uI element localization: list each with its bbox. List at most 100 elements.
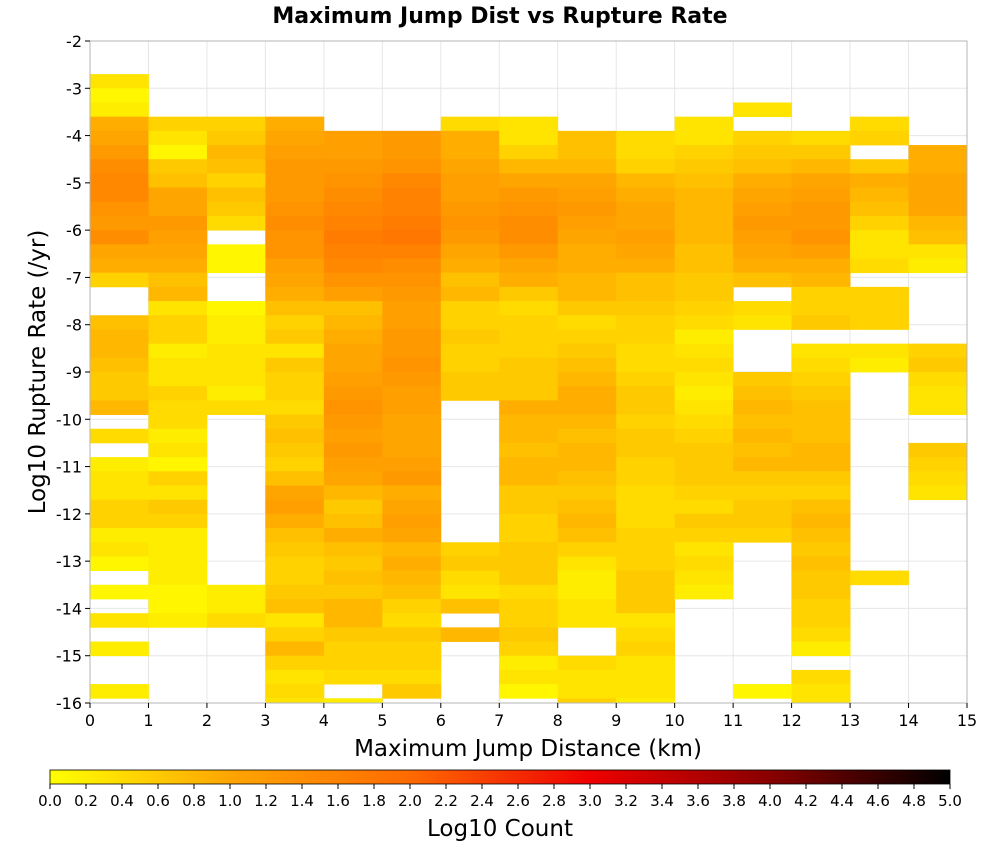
heatmap-cell xyxy=(148,159,208,174)
heatmap-cell xyxy=(674,315,734,330)
heatmap-cell xyxy=(616,286,676,302)
heatmap-cell xyxy=(616,244,676,259)
heatmap-cell xyxy=(265,286,325,302)
y-axis-ticks: -2 -3 -4 -5 -6 -7 -8 -9 -10 -11 -12 -13 -14 -15 -16 xyxy=(56,32,90,713)
heatmap-cell xyxy=(382,457,442,472)
heatmap-cell xyxy=(265,513,325,529)
colorbar-tick-label: 4.2 xyxy=(794,792,818,810)
heatmap-cell xyxy=(148,457,208,472)
heatmap-cell xyxy=(90,386,149,401)
heatmap-cell xyxy=(382,343,442,359)
heatmap-cell xyxy=(557,315,617,330)
heatmap-cell xyxy=(90,471,149,486)
heatmap-cell xyxy=(674,400,734,415)
heatmap-cell xyxy=(557,173,617,188)
heatmap-cell xyxy=(733,442,792,458)
heatmap-cell xyxy=(557,570,617,586)
heatmap-cell xyxy=(90,528,149,543)
heatmap-cell xyxy=(557,655,617,671)
heatmap-cell xyxy=(499,230,559,245)
colorbar-tick-label: 0.2 xyxy=(74,792,98,810)
heatmap-cell xyxy=(323,457,383,472)
colorbar-tick-label: 1.8 xyxy=(362,792,386,810)
heatmap-cell xyxy=(674,570,734,586)
x-tick-label: 12 xyxy=(781,711,801,730)
chart-title: Maximum Jump Dist vs Rupture Rate xyxy=(272,4,727,29)
colorbar-tick-label: 4.8 xyxy=(902,792,926,810)
heatmap-cell xyxy=(90,201,149,217)
heatmap-cell xyxy=(90,343,149,359)
heatmap-cell xyxy=(908,357,968,373)
heatmap-cell xyxy=(265,116,325,132)
heatmap-cell xyxy=(850,215,909,231)
heatmap-cell xyxy=(499,499,559,515)
colorbar-tick-label: 4.0 xyxy=(758,792,782,810)
heatmap-cell xyxy=(557,542,617,557)
heatmap-cell xyxy=(90,258,149,274)
heatmap-cell xyxy=(791,315,851,330)
heatmap-cell xyxy=(148,187,208,203)
heatmap-cell xyxy=(499,457,559,472)
heatmap-cell xyxy=(206,584,266,600)
heatmap-cell xyxy=(382,173,442,188)
heatmap-cell xyxy=(791,584,851,600)
heatmap-cell xyxy=(499,542,559,557)
y-tick-label: -16 xyxy=(56,694,82,713)
heatmap-cell xyxy=(499,400,559,415)
heatmap-cell xyxy=(265,584,325,600)
heatmap-cell xyxy=(499,669,559,685)
heatmap-cell xyxy=(616,315,676,330)
heatmap-cell xyxy=(557,528,617,543)
heatmap-cell xyxy=(148,329,208,345)
heatmap-cell xyxy=(265,130,325,146)
heatmap-cell xyxy=(733,159,792,174)
heatmap-cell xyxy=(908,386,968,401)
heatmap-cell xyxy=(440,301,500,316)
heatmap-cell xyxy=(674,457,734,472)
heatmap-cell xyxy=(557,414,617,430)
heatmap-cell xyxy=(908,201,968,217)
heatmap-cell xyxy=(557,386,617,401)
heatmap-cell xyxy=(850,357,909,373)
heatmap-cell xyxy=(440,584,500,600)
heatmap-cell xyxy=(206,315,266,330)
heatmap-cell xyxy=(791,613,851,628)
heatmap-cell xyxy=(674,528,734,543)
heatmap-cell xyxy=(265,372,325,387)
heatmap-cell xyxy=(90,116,149,132)
heatmap-cell xyxy=(733,684,792,699)
heatmap-cell xyxy=(850,258,909,274)
y-tick-label: -15 xyxy=(56,647,82,666)
heatmap-cell xyxy=(323,570,383,586)
heatmap-cell xyxy=(440,116,500,132)
heatmap-cell xyxy=(616,357,676,373)
heatmap-cell xyxy=(90,102,149,118)
heatmap-cell xyxy=(791,173,851,188)
heatmap-cell xyxy=(733,215,792,231)
heatmap-cell xyxy=(908,343,968,359)
heatmap-cell xyxy=(265,343,325,359)
heatmap-cell xyxy=(206,386,266,401)
heatmap-cell xyxy=(674,272,734,288)
heatmap-cell xyxy=(148,116,208,132)
heatmap-cell xyxy=(616,457,676,472)
heatmap-cell xyxy=(323,357,383,373)
heatmap-cell xyxy=(908,159,968,174)
heatmap-cell xyxy=(791,272,851,288)
heatmap-cell xyxy=(791,471,851,486)
heatmap-cell xyxy=(265,230,325,245)
colorbar-tick-label: 0.6 xyxy=(146,792,170,810)
heatmap-cell xyxy=(499,301,559,316)
heatmap-cell xyxy=(206,201,266,217)
heatmap-cell xyxy=(323,442,383,458)
heatmap-cell xyxy=(499,329,559,345)
heatmap-cell xyxy=(499,684,559,699)
heatmap-cell xyxy=(382,428,442,444)
heatmap-cell xyxy=(440,598,500,614)
heatmap-cell xyxy=(557,556,617,571)
x-tick-label: 6 xyxy=(436,711,446,730)
heatmap-cell xyxy=(499,130,559,146)
heatmap-cell xyxy=(616,542,676,557)
heatmap-cell xyxy=(557,400,617,415)
heatmap-cell xyxy=(323,272,383,288)
